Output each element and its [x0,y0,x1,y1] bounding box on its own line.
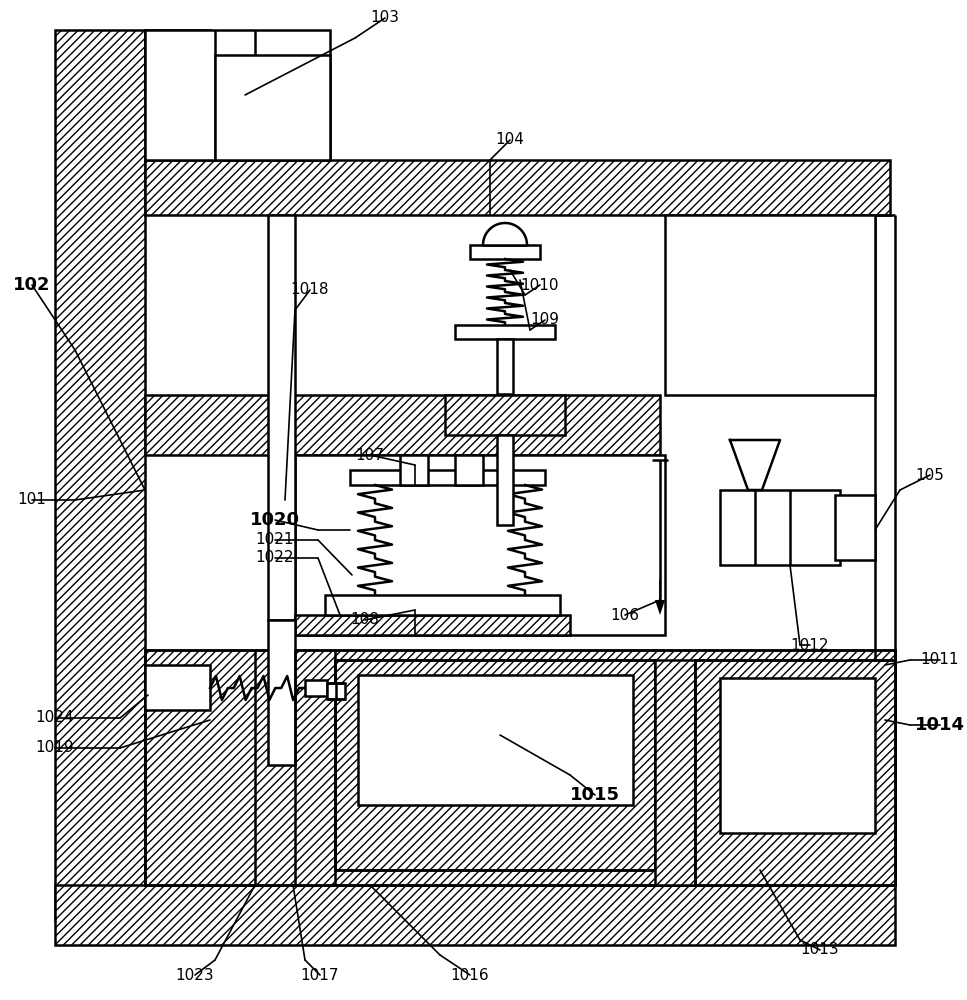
Polygon shape [655,600,665,615]
Bar [350,470,545,485]
Bar [145,30,210,100]
Bar [455,325,555,339]
Text: 105: 105 [916,468,945,483]
Bar [145,395,660,455]
Text: 107: 107 [356,448,385,462]
Text: 1022: 1022 [255,550,294,566]
Bar [335,660,655,870]
Bar [470,245,540,259]
Bar [295,455,665,635]
Text: 103: 103 [370,10,399,25]
Text: 1021: 1021 [255,532,294,548]
Text: 1010: 1010 [521,277,559,292]
Text: 1019: 1019 [36,740,74,756]
Bar [268,215,295,620]
Text: 1013: 1013 [801,942,839,958]
Text: 1011: 1011 [921,652,959,668]
Text: 1020: 1020 [250,511,300,529]
Bar [295,615,570,635]
Bar [358,675,633,805]
Bar [335,660,655,870]
Bar [695,660,895,885]
Bar [145,30,330,160]
Bar [55,30,145,920]
Bar [268,620,295,765]
Text: 1017: 1017 [301,968,339,982]
Bar [145,665,210,710]
Bar [145,650,895,885]
Text: 101: 101 [17,492,46,508]
Text: 1016: 1016 [451,968,489,982]
Text: 1014: 1014 [915,716,965,734]
Bar [445,395,565,435]
Text: 1024: 1024 [36,710,74,726]
Text: 1018: 1018 [291,282,329,298]
Bar [720,490,840,565]
Text: 108: 108 [351,612,379,628]
Bar [145,160,890,215]
Bar [305,680,327,696]
Bar [325,595,560,615]
Text: 102: 102 [14,276,50,294]
Bar [665,215,875,395]
Polygon shape [483,223,527,245]
Bar [655,660,695,885]
Polygon shape [730,440,780,490]
Text: 1012: 1012 [791,638,830,652]
Bar [835,495,875,560]
Bar [327,683,345,699]
Text: 104: 104 [495,132,524,147]
Text: 109: 109 [531,312,560,328]
Bar [695,660,895,885]
Bar [400,455,428,485]
Bar [215,55,330,160]
Bar [497,435,513,525]
Bar [455,455,483,485]
Text: 1015: 1015 [570,786,620,804]
Bar [497,339,513,394]
Bar [55,885,895,945]
Bar [720,678,875,833]
Bar [145,650,895,885]
Text: 106: 106 [610,607,639,622]
Text: 1023: 1023 [176,968,215,982]
